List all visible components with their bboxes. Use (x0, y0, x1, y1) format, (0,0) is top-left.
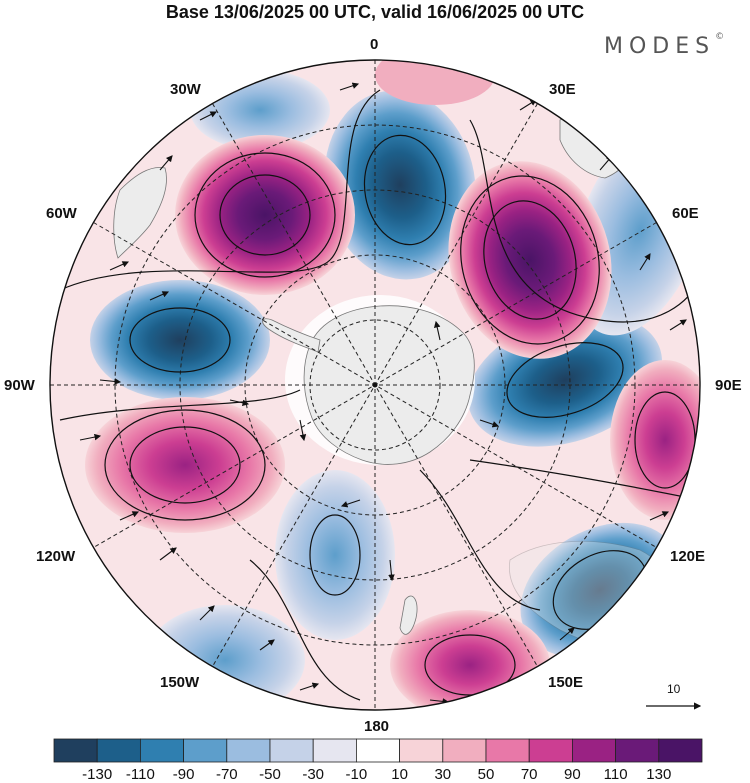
modes-logo: MODES© (604, 31, 725, 59)
lon-label-60e: 60E (672, 205, 699, 222)
anomaly-low-160w (275, 470, 395, 640)
lon-label-90w: 90W (4, 377, 35, 394)
lon-label-30w: 30W (170, 81, 201, 98)
lon-label-120e: 120E (670, 548, 706, 565)
colorbar-tick-label: -110 (125, 766, 155, 783)
colorbar-tick-label: -70 (215, 766, 238, 783)
colorbar-tick-label: 130 (646, 766, 672, 783)
wind-vectors (79, 82, 687, 705)
colorbar-tick-label: 30 (434, 766, 452, 783)
streamlines (59, 89, 700, 701)
colorbar-tick-label: 110 (603, 766, 628, 783)
colorbar-swatch (183, 738, 228, 763)
lon-label-90e: 90E (715, 377, 742, 394)
lon-label-150w: 150W (160, 674, 200, 691)
lon-label-120w: 120W (36, 548, 76, 565)
colorbar-tick-label: 90 (564, 766, 581, 783)
lon-label-60w: 60W (46, 205, 77, 222)
map-boundary (49, 59, 701, 711)
antarctic-peninsula (262, 318, 321, 353)
colorbar-swatch (139, 738, 184, 763)
anomaly-low-80w (90, 280, 270, 400)
colorbar-tick-label: -90 (172, 766, 195, 783)
reference-vector-label: 10 (667, 682, 681, 696)
lon-label-150e: 150E (548, 674, 584, 691)
colorbar-swatch (96, 738, 141, 763)
anomaly-low-150w (145, 605, 305, 710)
lon-label-30e: 30E (549, 81, 576, 98)
south-america-land (113, 167, 167, 259)
south-pole-marker (372, 382, 378, 388)
anomaly-high-105w (85, 397, 285, 533)
lon-label-180: 180 (364, 718, 390, 735)
colorbar-swatch (312, 738, 357, 763)
new-zealand-land (399, 595, 418, 635)
colorbar-tick-label: -130 (82, 766, 113, 783)
colorbar-tick-label: 50 (477, 766, 495, 783)
colorbar-swatch (399, 738, 444, 763)
colorbar-swatch (355, 738, 400, 763)
colorbar (53, 738, 703, 763)
map-title: Base 13/06/2025 00 UTC, valid 16/06/2025… (165, 2, 585, 22)
brand-name: MODES (604, 34, 716, 59)
brand-copyright: © (715, 31, 725, 42)
colorbar-tick-label: -30 (302, 766, 325, 783)
lon-label-0: 0 (370, 36, 379, 53)
colorbar-swatch (269, 738, 314, 763)
colorbar-tick-label: -10 (345, 766, 368, 783)
colorbar-swatch (226, 738, 271, 763)
anomaly-high-30w (175, 135, 355, 295)
anomaly-high-10e (375, 60, 495, 105)
colorbar-swatch (658, 738, 703, 763)
colorbar-swatch (572, 738, 617, 763)
anomaly-high-45e (448, 161, 612, 359)
colorbar-tick-label: 10 (391, 766, 408, 783)
colorbar-swatch (528, 738, 573, 763)
colorbar-swatch (615, 738, 660, 763)
colorbar-tick-label: -50 (259, 766, 281, 783)
colorbar-swatch (485, 738, 530, 763)
colorbar-swatch (53, 738, 98, 763)
anomaly-high-100e (610, 360, 700, 520)
colorbar-tick-label: 70 (520, 766, 538, 783)
colorbar-swatch (442, 738, 487, 763)
anomaly-low-0 (324, 90, 476, 280)
